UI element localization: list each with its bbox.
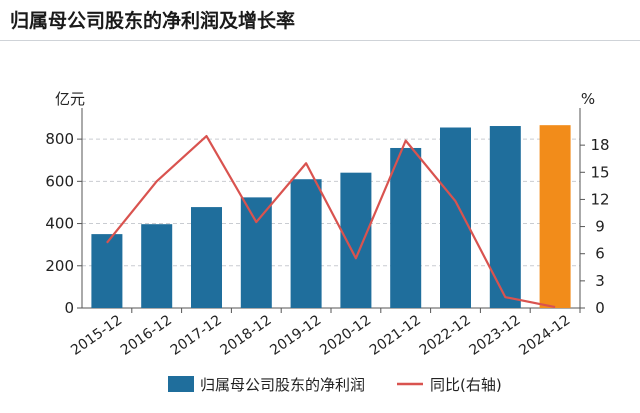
bar-2022-12: [440, 127, 471, 308]
right-tick-label: 18: [590, 136, 609, 154]
x-tick-label: 2023-12: [466, 312, 523, 359]
x-tick-label: 2017-12: [168, 312, 225, 359]
bar-2015-12: [91, 234, 123, 308]
x-tick-label: 2020-12: [317, 312, 374, 359]
yoy-growth-line: [106, 134, 556, 309]
right-tick-label: 9: [595, 218, 605, 236]
x-tick-label: 2024-12: [516, 312, 573, 359]
chart-title: 归属母公司股东的净利润及增长率: [10, 10, 296, 32]
legend-line-label: 同比(右轴): [430, 376, 502, 394]
left-tick-label: 0: [64, 299, 74, 317]
x-tick-label: 2016-12: [118, 312, 175, 359]
right-tick-label: 15: [590, 163, 609, 181]
x-tick-label: 2018-12: [217, 312, 274, 359]
legend-bar-label: 归属母公司股东的净利润: [200, 376, 365, 394]
left-tick-label: 800: [45, 130, 74, 148]
legend: 归属母公司股东的净利润 同比(右轴): [168, 376, 502, 394]
bar-2020-12: [340, 172, 372, 308]
x-tick-label: 2021-12: [367, 312, 424, 359]
bar-2024-12: [539, 125, 571, 308]
bar-series: [91, 125, 571, 309]
bar-2021-12: [390, 147, 422, 308]
left-tick-label: 200: [45, 257, 74, 275]
legend-bar-swatch: [168, 376, 194, 392]
bar-2019-12: [290, 179, 322, 308]
bar-2023-12: [489, 126, 521, 309]
right-tick-label: 0: [595, 299, 605, 317]
right-tick-label: 3: [595, 272, 605, 290]
left-tick-label: 600: [45, 172, 74, 190]
right-axis-unit: %: [581, 90, 595, 108]
bar-2018-12: [240, 197, 272, 308]
line-series: [106, 134, 556, 309]
left-axis-unit: 亿元: [55, 90, 85, 108]
tick-labels: 亿元 % 0 200 400 600 800 0 3 6 9 12 15 18 2015-122016-12…: [45, 90, 609, 359]
right-tick-label: 6: [595, 245, 605, 263]
x-tick-label: 2019-12: [267, 312, 324, 359]
title-divider: [0, 40, 640, 41]
bar-2016-12: [141, 224, 173, 308]
bar-2017-12: [191, 207, 222, 308]
x-tick-label: 2022-12: [417, 312, 474, 359]
left-tick-label: 400: [45, 215, 74, 233]
right-tick-label: 12: [590, 190, 609, 208]
x-tick-label: 2015-12: [68, 312, 125, 359]
